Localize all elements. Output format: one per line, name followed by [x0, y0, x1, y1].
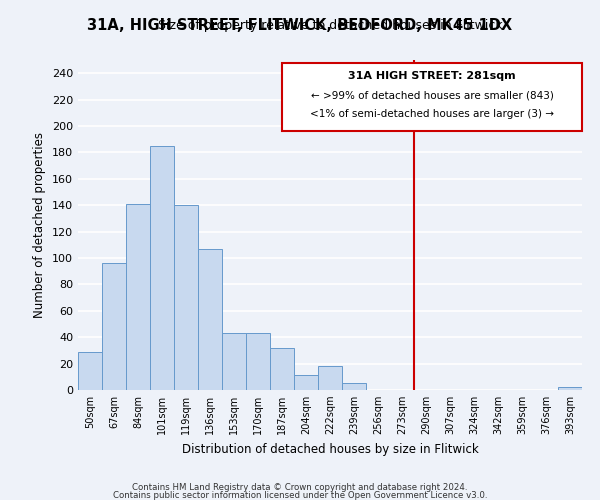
Bar [150, 146, 174, 390]
Title: Size of property relative to detached houses in Flitwick: Size of property relative to detached ho… [158, 20, 502, 32]
Bar [294, 376, 318, 390]
Bar [174, 205, 198, 390]
Bar [126, 204, 150, 390]
Bar [78, 352, 102, 390]
Text: 31A, HIGH STREET, FLITWICK, BEDFORD, MK45 1DX: 31A, HIGH STREET, FLITWICK, BEDFORD, MK4… [88, 18, 512, 32]
Bar [342, 384, 366, 390]
Bar [558, 388, 582, 390]
Text: ← >99% of detached houses are smaller (843): ← >99% of detached houses are smaller (8… [311, 90, 553, 101]
FancyBboxPatch shape [282, 62, 582, 132]
Bar [318, 366, 342, 390]
Text: <1% of semi-detached houses are larger (3) →: <1% of semi-detached houses are larger (… [310, 109, 554, 119]
Y-axis label: Number of detached properties: Number of detached properties [34, 132, 46, 318]
Bar [270, 348, 294, 390]
Bar [102, 264, 126, 390]
X-axis label: Distribution of detached houses by size in Flitwick: Distribution of detached houses by size … [182, 442, 478, 456]
Bar [246, 333, 270, 390]
Bar [222, 333, 246, 390]
Text: 31A HIGH STREET: 281sqm: 31A HIGH STREET: 281sqm [348, 71, 516, 81]
Text: Contains HM Land Registry data © Crown copyright and database right 2024.: Contains HM Land Registry data © Crown c… [132, 483, 468, 492]
Text: Contains public sector information licensed under the Open Government Licence v3: Contains public sector information licen… [113, 492, 487, 500]
Bar [198, 249, 222, 390]
